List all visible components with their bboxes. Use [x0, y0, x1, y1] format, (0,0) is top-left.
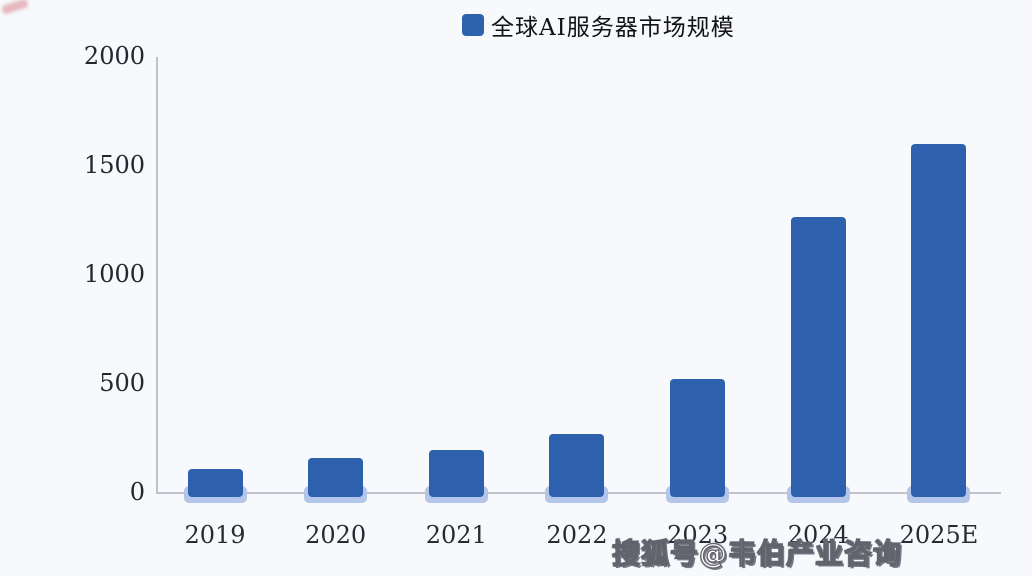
watermark: 搜狐号@韦伯产业咨询	[611, 536, 903, 570]
bar-2023	[670, 378, 726, 497]
bar-2021	[428, 450, 484, 497]
legend-label: 全球AI服务器市场规模	[491, 15, 735, 41]
red-corner-mark	[1, 0, 29, 15]
x-axis-label: 2025E	[899, 521, 979, 549]
x-axis-label: 2019	[184, 521, 246, 549]
y-axis-line	[156, 57, 158, 494]
y-tick-label: 500	[99, 369, 145, 397]
chart-legend: 全球AI服务器市场规模	[462, 12, 735, 41]
y-tick-label: 2000	[83, 42, 145, 70]
y-tick-label: 1000	[83, 260, 145, 288]
x-axis-label: 2021	[425, 521, 487, 549]
y-tick-label: 0	[129, 478, 145, 506]
bar-2025E	[911, 144, 967, 497]
x-axis-label: 2020	[305, 521, 367, 549]
bar-2020	[308, 458, 364, 497]
x-axis-label: 2022	[546, 521, 608, 549]
bar-2022	[549, 434, 605, 497]
y-tick-label: 1500	[83, 151, 145, 179]
bar-2019	[187, 469, 243, 497]
x-axis-label: 2023	[667, 521, 729, 549]
legend-marker-swatch	[462, 14, 484, 36]
x-axis-label: 2024	[787, 521, 849, 549]
bar-2024	[790, 217, 846, 497]
